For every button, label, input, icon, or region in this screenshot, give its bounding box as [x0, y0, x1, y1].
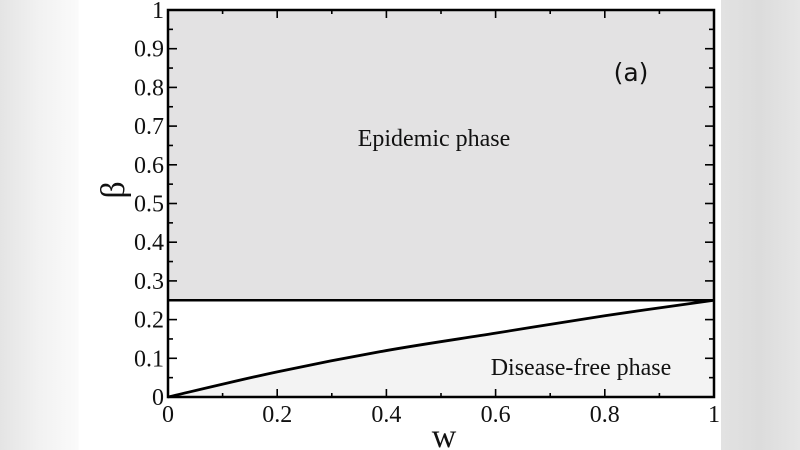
x-tick-label: 0.4 [371, 402, 401, 428]
y-tick-label: 0.4 [134, 230, 164, 256]
epidemic-region [168, 10, 714, 301]
x-tick-label: 1 [708, 402, 720, 428]
x-axis-label: w [432, 418, 457, 450]
boundary-curve [167, 298, 715, 399]
plot-frame [166, 8, 716, 399]
y-tick-label: 0.9 [134, 37, 164, 63]
y-tick-label: 0.3 [134, 269, 164, 295]
y-tick-label: 1 [152, 0, 164, 24]
x-tick-label: 0 [162, 402, 174, 428]
y-tick-label: 0.8 [134, 75, 164, 101]
figure: 0 0.2 0.4 0.6 0.8 1 0 0.1 0.2 0.3 0.4 0.5 0.6 0.7 0.8 0… [79, 0, 721, 450]
phase-diagram: 0 0.2 0.4 0.6 0.8 1 0 0.1 0.2 0.3 0.4 0.5 0.6 0.7 0.8 0… [95, 0, 720, 450]
y-axis-label: β [95, 181, 132, 198]
y-tick-label: 0.5 [134, 192, 164, 218]
panel-label: (a) [614, 58, 649, 87]
y-tick-label: 0 [152, 385, 164, 411]
disease-free-region [168, 300, 714, 397]
x-tick-label: 0.8 [590, 402, 620, 428]
y-tick-label: 0.6 [134, 153, 164, 179]
x-tick-label: 0.2 [262, 402, 292, 428]
epidemic-phase-label: Epidemic phase [358, 126, 511, 152]
disease-free-phase-label: Disease-free phase [491, 355, 672, 381]
x-tick-label: 0.6 [481, 402, 511, 428]
y-tick-label: 0.7 [134, 114, 164, 140]
y-tick-label: 0.2 [134, 308, 164, 334]
y-tick-label: 0.1 [134, 346, 164, 372]
